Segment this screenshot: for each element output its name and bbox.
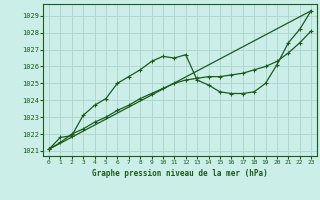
X-axis label: Graphe pression niveau de la mer (hPa): Graphe pression niveau de la mer (hPa) [92,169,268,178]
